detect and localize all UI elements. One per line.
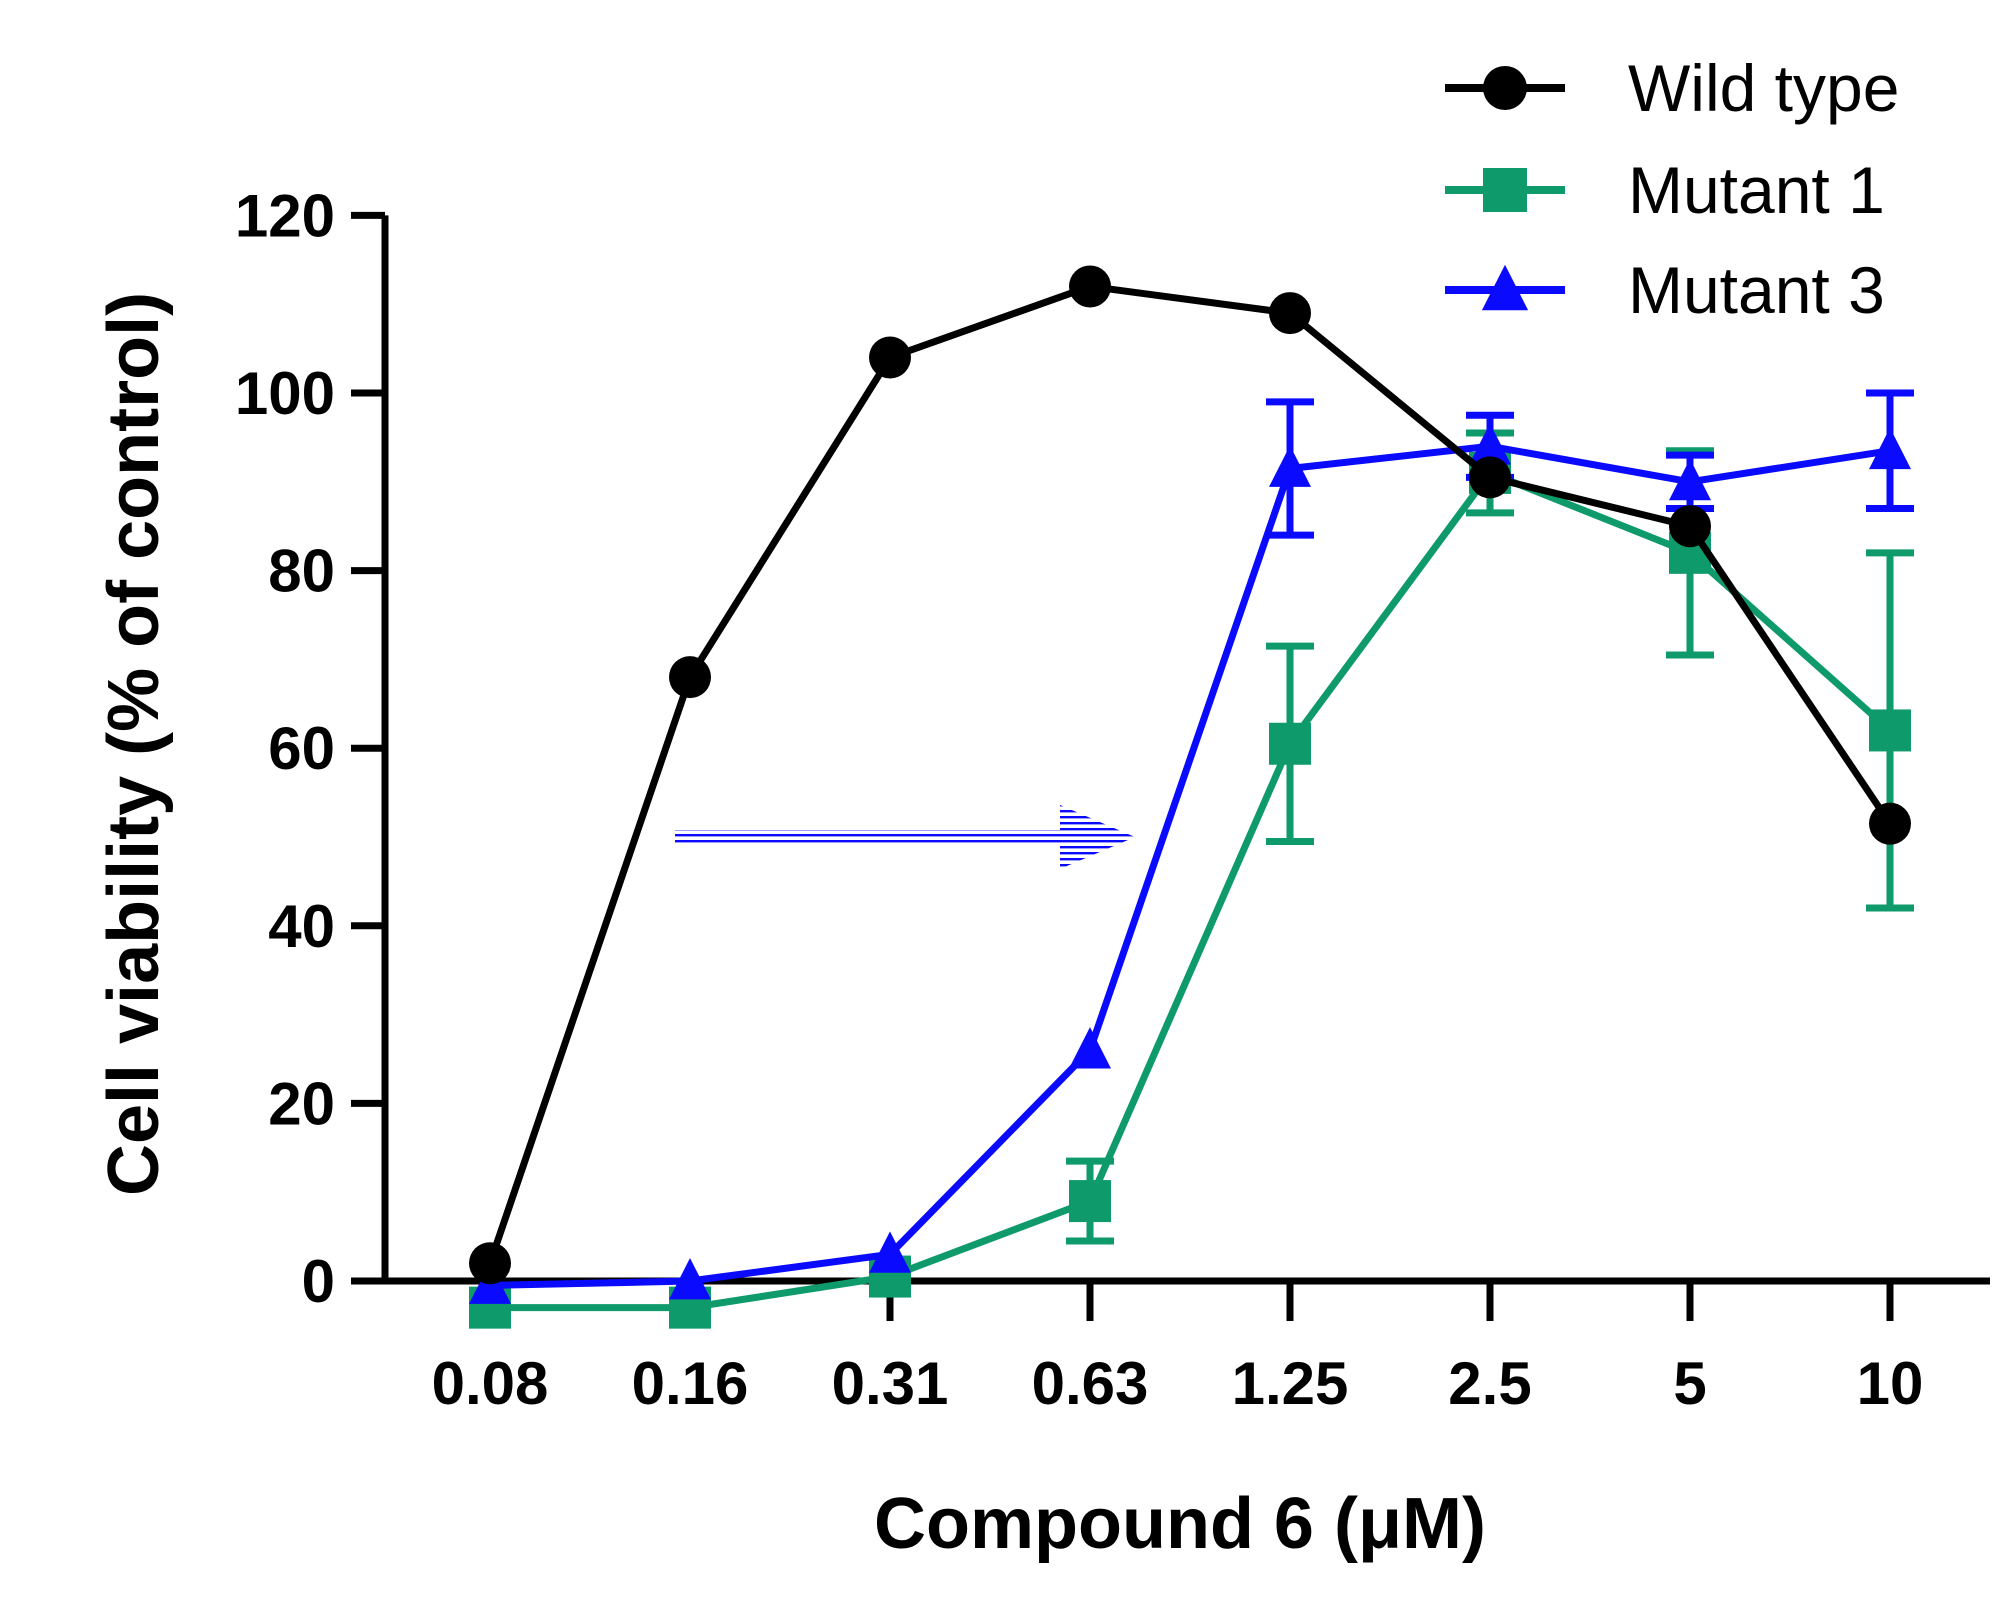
legend-item-mutant-1: Mutant 1: [1445, 153, 1885, 227]
x-tick-label-10: 10: [1857, 1350, 1924, 1417]
y-tick-label-20: 20: [268, 1070, 335, 1137]
data-point-wild-type-0.16: [669, 656, 711, 699]
legend-item-mutant-3: Mutant 3: [1445, 253, 1885, 327]
series-mutant-1: [469, 429, 1914, 1329]
annotations: [675, 805, 1135, 869]
x-tick-label-2.5: 2.5: [1448, 1350, 1531, 1417]
x-tick-label-0.16: 0.16: [632, 1350, 749, 1417]
series-wild-type: [469, 265, 1911, 1285]
data-point-mutant-3-0.31: [869, 1231, 911, 1273]
series-layer: [469, 265, 1914, 1329]
x-axis-label: Compound 6 (μM): [874, 1484, 1486, 1564]
legend-marker-triangle: [1481, 264, 1529, 311]
data-point-wild-type-0.31: [869, 336, 911, 379]
data-point-wild-type-0.63: [1069, 265, 1111, 308]
series-line-mutant-3: [489, 442, 1891, 1289]
legend-label: Mutant 1: [1628, 153, 1885, 227]
data-point-mutant-3-0.63: [1069, 1027, 1111, 1069]
y-tick-label-60: 60: [268, 715, 335, 782]
y-tick-label-100: 100: [235, 360, 335, 427]
data-point-mutant-1-1.25: [1269, 722, 1311, 765]
annotation-arrow-0: [675, 805, 1135, 869]
series-line-mutant-1: [490, 469, 1893, 1312]
data-point-mutant-1-10: [1869, 709, 1911, 752]
data-point-mutant-3-2.5: [1469, 423, 1511, 465]
legend-label: Wild type: [1628, 51, 1899, 125]
y-axis-label: Cell viability (% of control): [94, 292, 174, 1196]
y-tick-label-80: 80: [268, 538, 335, 605]
arrow-shaft: [675, 830, 1060, 844]
data-point-mutant-3-10: [1869, 427, 1911, 470]
legend: Wild type Mutant 1 Mutant 3: [1445, 51, 1899, 327]
data-point-mutant-3-5: [1669, 458, 1711, 501]
x-tick-label-0.63: 0.63: [1032, 1350, 1149, 1417]
axes: 0 20 40 60 80 100 120 0.08 0.16 0.31 0.63 1.25 2.5 5 1…: [235, 182, 1990, 1417]
y-tick-label-40: 40: [268, 893, 335, 960]
legend-marker-circle: [1483, 66, 1527, 110]
y-tick-label-0: 0: [302, 1248, 335, 1315]
y-tick-label-120: 120: [235, 182, 335, 249]
data-point-wild-type-1.25: [1269, 292, 1311, 335]
data-point-mutant-3-1.25: [1269, 445, 1311, 487]
legend-item-wild-type: Wild type: [1445, 51, 1899, 125]
arrow-head: [1060, 805, 1135, 869]
data-point-wild-type-5: [1669, 505, 1711, 548]
x-tick-label-0.31: 0.31: [832, 1350, 949, 1417]
x-tick-label-0.08: 0.08: [432, 1350, 549, 1417]
x-tick-label-5: 5: [1673, 1350, 1706, 1417]
data-point-mutant-3-0.16: [669, 1258, 711, 1300]
series-line-wild-type: [486, 282, 1893, 1265]
data-point-wild-type-0.08: [469, 1242, 511, 1285]
data-point-mutant-1-0.63: [1069, 1180, 1111, 1223]
series-mutant-3: [469, 389, 1914, 1304]
x-tick-label-1.25: 1.25: [1232, 1350, 1349, 1417]
legend-label: Mutant 3: [1628, 253, 1885, 327]
data-point-wild-type-10: [1869, 802, 1911, 845]
data-point-wild-type-2.5: [1469, 456, 1511, 499]
legend-marker-square: [1483, 168, 1527, 212]
